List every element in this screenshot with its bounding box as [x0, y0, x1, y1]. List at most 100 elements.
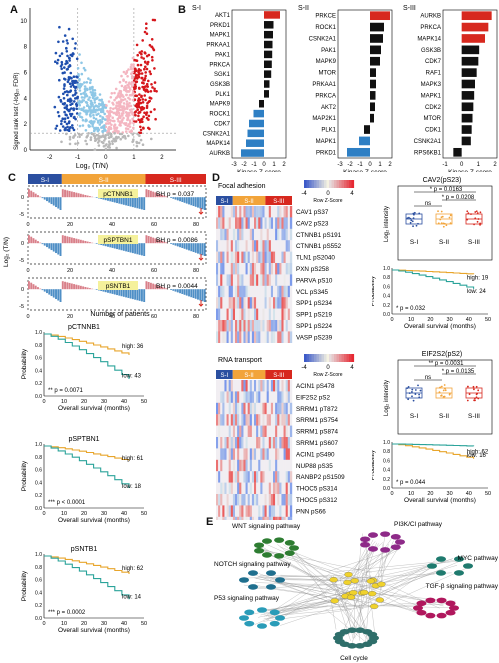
heatmap-cell [228, 402, 231, 415]
heatmap-cell [243, 297, 246, 309]
heatmap-cell [241, 437, 244, 449]
group-strip [265, 196, 292, 205]
panel-letter-e: E [206, 516, 214, 528]
heatmap-cell [251, 308, 255, 321]
hub-node [350, 578, 359, 584]
waterfall-bar [152, 191, 155, 198]
waterfall-bar [185, 197, 188, 204]
heatmap-cell [258, 402, 261, 415]
heatmap-cell [226, 414, 229, 426]
volcano-point [139, 138, 143, 142]
volcano-point [121, 98, 125, 102]
heatmap-cell [224, 516, 227, 520]
waterfall-bar [154, 284, 157, 290]
heatmap-cell [260, 391, 263, 403]
waterfall-bar [70, 283, 73, 290]
waterfall-bar [100, 289, 103, 292]
heatmap-cell [270, 297, 274, 309]
waterfall-bar [107, 197, 109, 201]
waterfall-bar [152, 237, 155, 244]
volcano-point [96, 137, 100, 140]
heatmap-cell [247, 471, 250, 483]
km-ylabel: Probability [372, 275, 376, 306]
heatmap-cell [264, 240, 267, 252]
heatmap-cell [245, 274, 248, 286]
volcano-point [58, 129, 62, 132]
kinase-label: PRKCA [420, 25, 441, 31]
heatmap-cell [266, 206, 269, 218]
heatmap-cell [232, 425, 236, 438]
heatmap-cell [239, 448, 242, 460]
heatmap-cell [228, 274, 231, 286]
boxplot-point [412, 217, 415, 219]
volcano-point [134, 75, 138, 78]
waterfall-bar [61, 281, 64, 290]
pathway-node [368, 546, 378, 552]
volcano-point [149, 110, 153, 114]
volcano-point [133, 77, 137, 80]
heatmap-cell [247, 308, 250, 321]
heatmap-cell [266, 240, 269, 252]
volcano-ytick: 4 [24, 96, 28, 102]
heatmap-cell [226, 391, 229, 403]
kinase-bar [461, 125, 472, 134]
volcano-point [143, 111, 146, 115]
waterfall-bar [174, 197, 177, 200]
heatmap-cell [237, 240, 240, 252]
waterfall-bar [57, 197, 60, 209]
volcano-point [68, 138, 72, 141]
heatmap-cell [289, 240, 293, 252]
heatmap-cell [235, 516, 238, 520]
heatmap-cell [287, 251, 291, 264]
heatmap-cell [226, 228, 229, 241]
heatmap-cell [289, 425, 293, 438]
volcano-point [115, 126, 119, 129]
waterfall-bar [199, 243, 202, 255]
heatmap-cell [264, 331, 267, 343]
heatmap-cell [270, 274, 274, 286]
volcano-point [101, 117, 104, 121]
boxplot-point [475, 210, 478, 213]
heatmap-cell [251, 251, 255, 264]
volcano-point [132, 138, 135, 141]
heatmap-cell [218, 414, 221, 426]
volcano-point [110, 123, 113, 127]
volcano-point [90, 104, 93, 108]
volcano-point [141, 98, 145, 101]
km-low-curve [392, 443, 475, 447]
heatmap-cell [258, 217, 261, 229]
waterfall-xtick: 20 [67, 314, 73, 318]
kinase-label: PRKD1 [210, 23, 231, 29]
volcano-point [77, 133, 81, 136]
heatmap-cell [249, 516, 253, 520]
waterfall-bar [70, 191, 73, 198]
volcano-point [140, 56, 143, 59]
heatmap-cell [275, 251, 278, 264]
pathway-node [266, 584, 276, 590]
volcano-point [105, 122, 108, 125]
heatmap-cell [220, 331, 223, 343]
volcano-point [145, 116, 149, 120]
kinase-xtick: 1 [378, 162, 382, 168]
km-xtick: 40 [121, 511, 127, 517]
heatmap-cell [247, 448, 250, 460]
heatmap-cell [245, 459, 248, 472]
pathway-label: WNT signaling pathway [232, 523, 301, 530]
heatmap-cell [260, 516, 263, 520]
group-strip [232, 370, 266, 379]
waterfall-bar [50, 243, 53, 251]
volcano-point [127, 68, 130, 71]
heatmap-cell [243, 505, 246, 517]
heatmap-row-label: SPP1 pS219 [296, 312, 333, 319]
volcano-point [114, 139, 117, 142]
heatmap-cell [254, 516, 257, 520]
volcano-point [141, 39, 144, 42]
waterfall-bar [174, 289, 177, 292]
heatmap-cell [258, 482, 261, 495]
heatmap-cell [243, 448, 246, 460]
heatmap-cell [237, 274, 240, 286]
heatmap-cell [285, 251, 288, 264]
heatmap-cell [256, 206, 259, 218]
heatmap-cell [249, 308, 253, 321]
heatmap-cell [268, 505, 272, 517]
